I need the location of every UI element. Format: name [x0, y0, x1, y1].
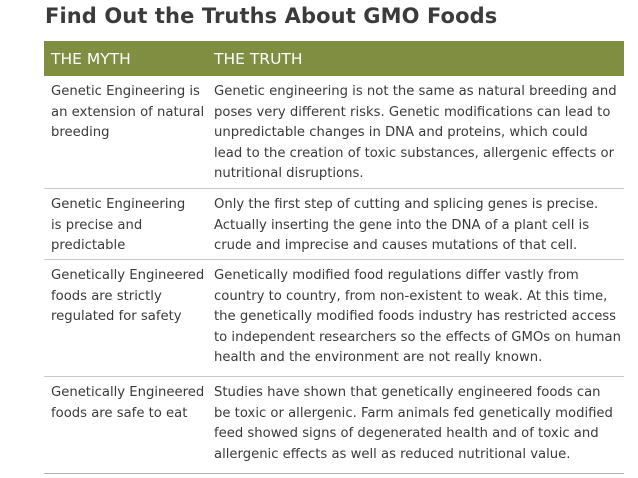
myth-cell: Genetically Engineered foods are strictl…: [51, 268, 205, 324]
table-row: Genetically Engineered foods are safe to…: [44, 377, 624, 474]
truth-cell: Only the first step of cutting and splic…: [214, 197, 599, 253]
table-row: Genetic Engineering is precise and predi…: [44, 189, 624, 260]
truth-cell: Genetic engineering is not the same as n…: [214, 84, 617, 181]
myth-cell: Genetically Engineered foods are safe to…: [51, 385, 205, 421]
column-header-myth: THE MYTH: [51, 50, 131, 68]
table-row: Genetically Engineered foods are strictl…: [44, 260, 624, 377]
truth-cell: Studies have shown that genetically engi…: [214, 385, 613, 462]
table-row: Genetic Engineering is an extension of n…: [44, 76, 624, 189]
myth-truth-table: THE MYTH THE TRUTH Genetic Engineering i…: [44, 41, 624, 474]
truth-cell: Genetically modified food regulations di…: [214, 268, 621, 365]
myth-cell: Genetic Engineering is precise and predi…: [51, 197, 186, 253]
column-header-truth: THE TRUTH: [214, 50, 303, 68]
table-header: THE MYTH THE TRUTH: [44, 41, 624, 76]
myth-cell: Genetic Engineering is an extension of n…: [51, 84, 205, 140]
page-title: Find Out the Truths About GMO Foods: [45, 4, 498, 28]
